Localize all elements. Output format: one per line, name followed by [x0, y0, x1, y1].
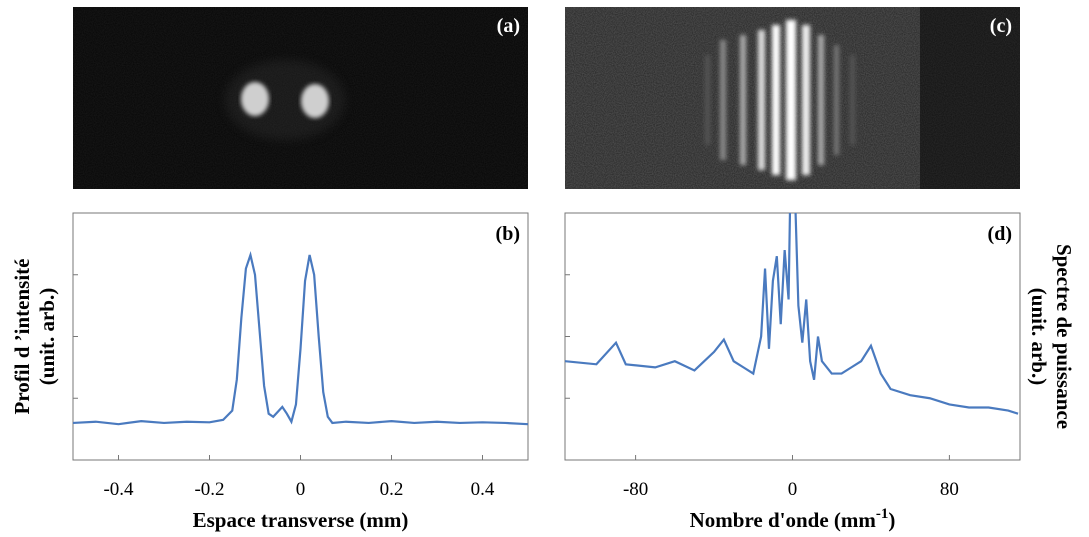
x-axis-title-part: Nombre d'onde (mm: [690, 508, 877, 532]
y-axis-title: Spectre de puissance: [1052, 244, 1076, 429]
fringes: [705, 20, 855, 180]
x-tick-label: -0.4: [103, 479, 134, 500]
panel-label: (a): [497, 15, 520, 37]
halo: [225, 60, 345, 140]
x-axis-title: Espace transverse (mm): [193, 508, 409, 532]
x-tick-label: 0: [296, 479, 306, 500]
data-line: [565, 213, 1019, 415]
y-axis-title: (unit. arb.): [35, 288, 59, 385]
x-tick-label: 0.4: [471, 479, 495, 500]
x-axis-title-sup: -1: [876, 506, 889, 522]
panel-label: (c): [990, 15, 1012, 37]
x-tick-label: 0: [788, 479, 798, 500]
image-c: [565, 7, 1020, 189]
x-axis-title: Nombre d'onde (mm-1): [690, 506, 896, 532]
y-axis-title: Profil d ’intensité: [10, 259, 34, 415]
y-axis-title: (unit. arb.): [1027, 288, 1051, 385]
chart: -80 0 80 (d) Nombre d'onde (mm-1) Spectre de …: [564, 212, 1076, 532]
chart: -0.4 -0.2 0 0.2 0.4 (b) Espace transverse (mm)…: [10, 212, 529, 532]
panel-label: (d): [988, 223, 1012, 245]
image-shade: [920, 7, 1020, 189]
x-tick-label: 0.2: [380, 479, 404, 500]
data-line: [73, 250, 528, 426]
x-axis-title-part: ): [888, 508, 895, 532]
plots: -0.4 -0.2 0 0.2 0.4 (b) Espace transverse (mm)…: [10, 212, 1076, 532]
image-a: [73, 7, 528, 189]
plot-frame: [564, 212, 1021, 461]
x-tick-label: 80: [940, 479, 959, 500]
panel-label: (b): [496, 223, 520, 245]
x-tick-label: -0.2: [194, 479, 224, 500]
x-tick-label: -80: [623, 479, 648, 500]
